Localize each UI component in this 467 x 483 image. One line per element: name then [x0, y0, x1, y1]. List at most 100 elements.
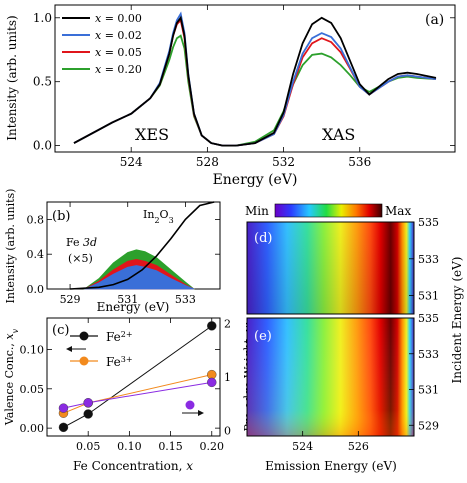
colorbar: Min Max	[245, 203, 411, 218]
legend-fe2-label: Fe2+	[106, 330, 133, 345]
y-tick-label: 533	[418, 253, 439, 266]
legend-label: x = 0.05	[95, 46, 142, 59]
panel-b-x-label: Energy (eV)	[97, 300, 170, 314]
panel-a-chart: 524 528 532 536 0.00.51.0 x = 0.00x = 0.02x…	[5, 4, 456, 188]
heatmap-x-label: Emission Energy (eV)	[265, 459, 397, 473]
x-tick-label: 531	[117, 293, 138, 306]
colorbar-gradient	[274, 203, 383, 218]
panel-a-legend: x = 0.00 x = 0.02 x = 0.05 x = 0.20	[62, 12, 142, 76]
y-tick-label: 0.05	[20, 383, 45, 396]
xas-label: XAS	[322, 125, 355, 144]
y-tick-label: 531	[418, 290, 439, 303]
right-arrow-icon	[198, 410, 204, 416]
x-tick-label: 0.10	[117, 440, 142, 453]
panel-e-y-axis: 529 531 533 535	[409, 312, 439, 432]
y2-tick-label: 1	[224, 371, 231, 384]
y-tick-label: 533	[418, 348, 439, 361]
x-tick-label: 524	[120, 155, 143, 169]
panel-c-x-label: Fe Concentration, x	[73, 459, 193, 473]
panel-a-x-axis: 524 528 532 536	[120, 5, 371, 169]
panel-b-y-axis: 0.0 0.4 0.8	[27, 213, 220, 296]
x-tick-label: 0.05	[76, 440, 101, 453]
y-tick-label: 535	[418, 216, 439, 229]
panel-d-frame	[246, 221, 415, 315]
x-tick-label: 532	[272, 155, 295, 169]
panel-c-y-label: Valence Conc., xv	[3, 328, 20, 426]
y-tick-label: 0.0	[27, 283, 45, 296]
x-tick-label: 526	[348, 440, 369, 453]
data-point	[58, 403, 69, 413]
heatmap-y-label: Incident Energy (eV)	[450, 257, 464, 384]
legend-label: x = 0.02	[95, 29, 142, 42]
panel-e-x-axis: 524 526	[292, 431, 369, 453]
panel-b-chart: 529 531 533 0.0 0.4 0.8 (b) Fe 3d (×5) In2O3…	[4, 189, 221, 314]
panel-e-label: (e)	[254, 329, 272, 344]
fe3d-label: Fe 3d	[66, 236, 97, 249]
panel-b-y-label: Intensity (arb. units)	[4, 189, 17, 304]
legend-w-marker	[185, 400, 195, 410]
panel-d-heatmap: 531 533 535 (d)	[246, 216, 439, 315]
y-tick-label: 535	[418, 312, 439, 325]
y-tick-label: 531	[418, 384, 439, 397]
y-tick-label: 0.5	[33, 75, 52, 89]
colorbar-min-label: Min	[245, 204, 269, 218]
data-point	[207, 321, 217, 331]
y-tick-label: 529	[418, 419, 439, 432]
y2-tick-label: 2	[224, 317, 231, 330]
x-tick-label: 533	[175, 293, 196, 306]
panel-a-x-label: Energy (eV)	[213, 172, 298, 188]
legend-fe3-label: Fe3+	[106, 355, 133, 370]
x-tick-label: 524	[292, 440, 313, 453]
colorbar-max-label: Max	[385, 204, 411, 218]
y-tick-label: 0.00	[20, 422, 45, 435]
panel-a-y-label: Intensity (arb. units)	[5, 15, 19, 140]
x-tick-label: 0.20	[200, 440, 225, 453]
panel-e-shading	[247, 318, 414, 436]
xes-line	[73, 15, 236, 147]
panel-b-x-axis: 529 531 533	[60, 202, 196, 306]
legend-fe3-marker	[79, 356, 89, 366]
in2o3-label: In2O3	[143, 208, 174, 225]
y-tick-label: 0.4	[27, 248, 45, 261]
xes-label: XES	[135, 125, 169, 144]
panel-c-x-axis: 0.05 0.10 0.15 0.20	[76, 318, 224, 453]
panel-c-y2-axis: 0 1 2	[224, 317, 231, 437]
panel-c-chart: 0.05 0.10 0.15 0.20 0.00 0.05 0.10 0 1 2 Fe2+ F…	[3, 317, 255, 473]
panel-a-series	[73, 11, 437, 147]
data-point	[83, 398, 93, 408]
left-arrow-icon	[66, 346, 72, 352]
panel-c-frame	[46, 317, 221, 437]
panel-a-frame	[54, 4, 456, 153]
panel-b-label: (b)	[52, 209, 70, 224]
panel-d-shading	[247, 222, 414, 314]
legend-label: x = 0.20	[95, 63, 142, 76]
panel-a-label: (a)	[425, 12, 444, 28]
xas-line	[235, 32, 437, 147]
fe3d-scale-label: (×5)	[68, 252, 93, 265]
data-point	[83, 409, 93, 419]
panel-c-y-axis: 0.00 0.05 0.10	[20, 343, 220, 435]
y-tick-label: 1.0	[33, 11, 52, 25]
y-tick-label: 0.0	[33, 139, 52, 153]
y-tick-label: 0.8	[27, 213, 45, 226]
panel-a-y-axis: 0.0 0.5 1.0	[33, 11, 455, 153]
panel-c-legend: Fe2+ Fe3+	[66, 330, 204, 416]
in2o3-line	[70, 201, 215, 290]
y-tick-label: 0.10	[20, 343, 45, 356]
panel-e-heatmap: 524 526 529 531 533 535 (e) Emission Energy …	[246, 257, 464, 473]
x-tick-label: 529	[60, 293, 81, 306]
x-tick-label: 0.15	[158, 440, 183, 453]
x-tick-label: 536	[348, 155, 371, 169]
panel-d-y-axis: 531 533 535	[409, 216, 439, 303]
panel-d-label: (d)	[254, 231, 272, 246]
panel-c-label: (c)	[52, 323, 69, 338]
x-tick-label: 528	[196, 155, 219, 169]
panel-c-series	[58, 321, 217, 433]
legend-fe2-marker	[79, 331, 89, 341]
panel-b-series	[70, 201, 215, 290]
panel-e-frame	[246, 317, 415, 437]
data-point	[58, 422, 69, 433]
legend-label: x = 0.00	[95, 12, 142, 25]
xas-line	[235, 16, 437, 147]
